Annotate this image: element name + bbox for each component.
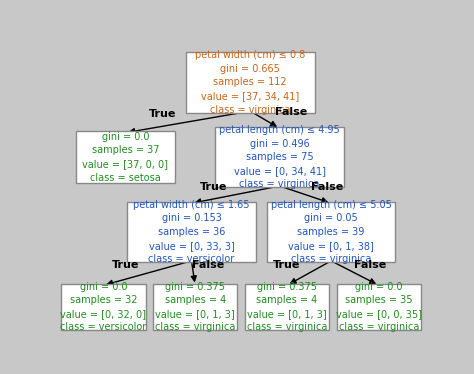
Text: False: False	[311, 182, 344, 192]
FancyBboxPatch shape	[215, 127, 344, 187]
FancyBboxPatch shape	[245, 284, 329, 330]
FancyBboxPatch shape	[267, 202, 395, 262]
Text: False: False	[192, 260, 224, 270]
Text: gini = 0.0
samples = 35
value = [0, 0, 35]
class = virginica: gini = 0.0 samples = 35 value = [0, 0, 3…	[336, 282, 422, 332]
Text: petal length (cm) ≤ 5.05
gini = 0.05
samples = 39
value = [0, 1, 38]
class = vir: petal length (cm) ≤ 5.05 gini = 0.05 sam…	[271, 200, 392, 264]
Text: gini = 0.0
samples = 32
value = [0, 32, 0]
class = versicolor: gini = 0.0 samples = 32 value = [0, 32, …	[60, 282, 146, 332]
Text: gini = 0.375
samples = 4
value = [0, 1, 3]
class = virginica: gini = 0.375 samples = 4 value = [0, 1, …	[155, 282, 236, 332]
FancyBboxPatch shape	[61, 284, 146, 330]
Text: petal width (cm) ≤ 1.65
gini = 0.153
samples = 36
value = [0, 33, 3]
class = ver: petal width (cm) ≤ 1.65 gini = 0.153 sam…	[133, 200, 250, 264]
FancyBboxPatch shape	[127, 202, 256, 262]
Text: gini = 0.0
samples = 37
value = [37, 0, 0]
class = setosa: gini = 0.0 samples = 37 value = [37, 0, …	[82, 132, 168, 183]
FancyBboxPatch shape	[153, 284, 237, 330]
Text: gini = 0.375
samples = 4
value = [0, 1, 3]
class = virginica: gini = 0.375 samples = 4 value = [0, 1, …	[247, 282, 327, 332]
FancyBboxPatch shape	[337, 284, 421, 330]
Text: True: True	[273, 260, 301, 270]
Text: True: True	[200, 182, 227, 192]
Text: False: False	[274, 107, 307, 117]
Text: True: True	[112, 260, 139, 270]
FancyBboxPatch shape	[186, 52, 315, 113]
Text: True: True	[148, 109, 176, 119]
Text: False: False	[354, 260, 386, 270]
Text: petal width (cm) ≤ 0.8
gini = 0.665
samples = 112
value = [37, 34, 41]
class = v: petal width (cm) ≤ 0.8 gini = 0.665 samp…	[195, 50, 305, 114]
FancyBboxPatch shape	[76, 131, 175, 183]
Text: petal length (cm) ≤ 4.95
gini = 0.496
samples = 75
value = [0, 34, 41]
class = v: petal length (cm) ≤ 4.95 gini = 0.496 sa…	[219, 125, 340, 189]
